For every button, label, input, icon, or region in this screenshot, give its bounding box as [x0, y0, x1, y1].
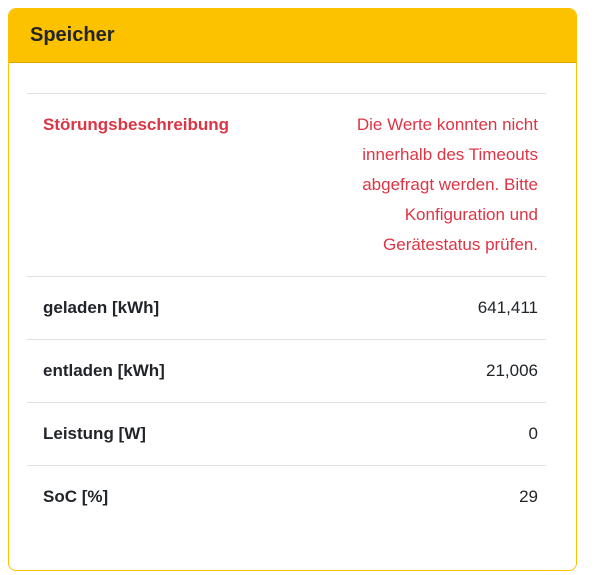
card-body: Störungsbeschreibung Die Werte konnten n… — [9, 63, 576, 528]
storage-status-card: Speicher Störungsbeschreibung Die Werte … — [8, 8, 577, 571]
discharged-energy-label: entladen [kWh] — [27, 339, 303, 403]
fault-description-value: Die Werte konnten nicht innerhalb des Ti… — [303, 93, 546, 277]
charged-energy-value: 641,411 — [303, 276, 546, 340]
table-row-fault-description: Störungsbeschreibung Die Werte konnten n… — [27, 93, 546, 277]
charged-energy-label: geladen [kWh] — [27, 276, 303, 340]
table-row-discharged-energy: entladen [kWh] 21,006 — [27, 339, 546, 403]
power-label: Leistung [W] — [27, 402, 303, 466]
discharged-energy-value: 21,006 — [303, 339, 546, 403]
fault-description-label: Störungsbeschreibung — [27, 93, 303, 277]
table-row-power: Leistung [W] 0 — [27, 402, 546, 466]
card-title: Speicher — [30, 24, 115, 46]
table-row-charged-energy: geladen [kWh] 641,411 — [27, 276, 546, 340]
status-table: Störungsbeschreibung Die Werte konnten n… — [27, 93, 546, 528]
power-value: 0 — [303, 402, 546, 466]
card-header: Speicher — [9, 9, 576, 63]
table-row-soc: SoC [%] 29 — [27, 465, 546, 528]
soc-label: SoC [%] — [27, 465, 303, 528]
soc-value: 29 — [303, 465, 546, 528]
